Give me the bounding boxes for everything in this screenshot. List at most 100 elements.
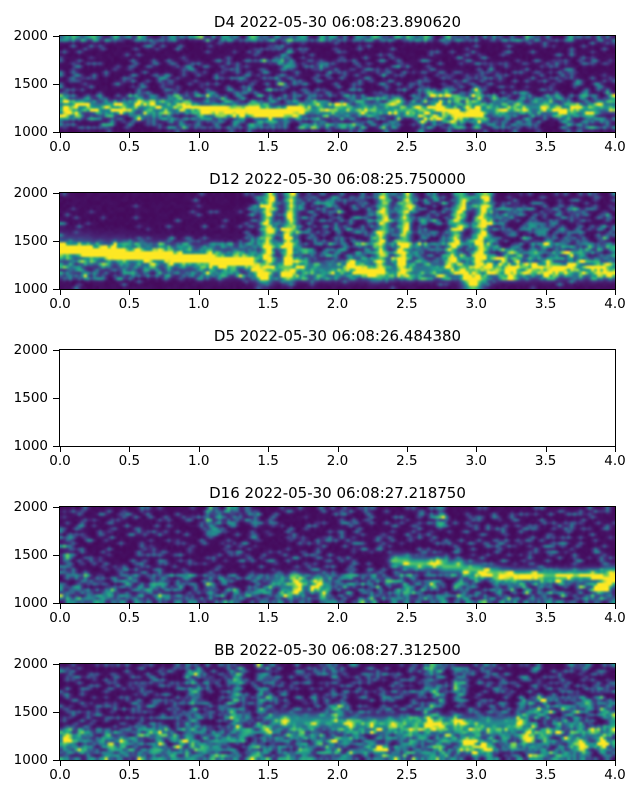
- x-tick-mark: [545, 604, 547, 609]
- x-tick-label-2.0: 2.0: [326, 610, 349, 626]
- y-tick-mark: [53, 603, 59, 604]
- x-tick-mark: [545, 761, 547, 766]
- spectrogram-image: [60, 36, 615, 132]
- x-tick-mark: [268, 447, 270, 452]
- subplot-title-D16: D16 2022-05-30 06:08:27.218750: [209, 484, 466, 502]
- x-tick-mark: [406, 761, 408, 766]
- x-tick-label-1.5: 1.5: [257, 139, 279, 155]
- x-tick-mark: [545, 290, 547, 295]
- x-tick-label-2.5: 2.5: [396, 610, 418, 626]
- x-tick-label-2.5: 2.5: [396, 139, 418, 155]
- y-tick-label-1000: 1000: [13, 124, 48, 140]
- y-tick-label-1000: 1000: [13, 281, 48, 297]
- x-tick-mark: [337, 761, 339, 766]
- y-tick-label-1000: 1000: [13, 752, 48, 768]
- x-tick-label-3.0: 3.0: [465, 453, 487, 469]
- x-tick-mark: [198, 133, 200, 138]
- x-tick-mark: [198, 290, 200, 295]
- y-tick-label-1500: 1500: [13, 233, 48, 249]
- x-tick-label-1.5: 1.5: [257, 296, 279, 312]
- x-tick-mark: [129, 290, 131, 295]
- subplot-title-D4: D4 2022-05-30 06:08:23.890620: [213, 13, 462, 31]
- x-tick-label-4.0: 4.0: [604, 610, 626, 626]
- y-tick-mark: [53, 398, 59, 399]
- x-tick-label-3.0: 3.0: [465, 296, 487, 312]
- y-tick-mark: [53, 760, 59, 761]
- x-tick-label-2.0: 2.0: [326, 139, 349, 155]
- x-tick-label-0.0: 0.0: [49, 296, 71, 312]
- x-tick-label-4.0: 4.0: [604, 453, 626, 469]
- y-tick-label-1000: 1000: [13, 595, 48, 611]
- y-tick-mark: [53, 712, 59, 713]
- y-tick-mark: [53, 507, 59, 508]
- x-tick-mark: [198, 604, 200, 609]
- x-tick-mark: [476, 290, 478, 295]
- x-tick-label-4.0: 4.0: [604, 767, 626, 783]
- y-tick-label-2000: 2000: [13, 342, 48, 358]
- x-tick-mark: [337, 447, 339, 452]
- plot-area: [59, 506, 616, 604]
- y-tick-label-1000: 1000: [13, 438, 48, 454]
- x-tick-mark: [268, 761, 270, 766]
- spectrogram-image: [60, 193, 615, 289]
- spectrogram-image: [60, 350, 615, 446]
- x-tick-mark: [337, 604, 339, 609]
- x-tick-label-1.5: 1.5: [257, 767, 279, 783]
- x-tick-label-3.5: 3.5: [534, 767, 557, 783]
- y-tick-label-1500: 1500: [13, 704, 48, 720]
- y-tick-label-2000: 2000: [13, 656, 48, 672]
- x-tick-label-0.0: 0.0: [49, 453, 71, 469]
- x-tick-mark: [545, 447, 547, 452]
- x-tick-mark: [476, 604, 478, 609]
- subplot-title-D12: D12 2022-05-30 06:08:25.750000: [209, 170, 466, 188]
- x-tick-label-1.0: 1.0: [188, 610, 210, 626]
- spectrogram-image: [60, 664, 615, 760]
- plot-area: [59, 35, 616, 133]
- x-tick-mark: [129, 133, 131, 138]
- x-tick-label-0.5: 0.5: [118, 296, 141, 312]
- x-tick-mark: [406, 133, 408, 138]
- y-tick-mark: [53, 132, 59, 133]
- x-tick-label-0.5: 0.5: [118, 453, 141, 469]
- x-tick-label-0.5: 0.5: [118, 610, 141, 626]
- x-tick-label-4.0: 4.0: [604, 296, 626, 312]
- x-tick-label-3.0: 3.0: [465, 767, 487, 783]
- x-tick-mark: [476, 133, 478, 138]
- x-tick-label-2.0: 2.0: [326, 453, 349, 469]
- y-tick-label-1500: 1500: [13, 547, 48, 563]
- x-tick-label-3.5: 3.5: [534, 296, 557, 312]
- y-tick-mark: [53, 36, 59, 37]
- x-tick-mark: [337, 133, 339, 138]
- plot-area: [59, 192, 616, 290]
- x-tick-mark: [129, 761, 131, 766]
- x-tick-label-0.0: 0.0: [49, 610, 71, 626]
- x-tick-mark: [545, 133, 547, 138]
- x-tick-label-0.5: 0.5: [118, 767, 141, 783]
- x-tick-mark: [615, 290, 616, 295]
- y-tick-mark: [53, 193, 59, 194]
- y-tick-mark: [53, 664, 59, 665]
- y-tick-mark: [53, 446, 59, 447]
- y-tick-label-2000: 2000: [13, 185, 48, 201]
- subplot-title-BB: BB 2022-05-30 06:08:27.312500: [214, 641, 461, 659]
- y-tick-label-2000: 2000: [13, 28, 48, 44]
- x-tick-label-1.0: 1.0: [188, 767, 210, 783]
- plot-area: [59, 663, 616, 761]
- y-tick-mark: [53, 241, 59, 242]
- x-tick-mark: [198, 447, 200, 452]
- x-tick-label-3.5: 3.5: [534, 453, 557, 469]
- subplot-title-D5: D5 2022-05-30 06:08:26.484380: [213, 327, 462, 345]
- x-tick-mark: [337, 290, 339, 295]
- x-tick-label-2.5: 2.5: [396, 453, 418, 469]
- x-tick-mark: [615, 447, 616, 452]
- y-tick-mark: [53, 84, 59, 85]
- x-tick-mark: [615, 761, 616, 766]
- x-tick-mark: [268, 290, 270, 295]
- x-tick-label-1.0: 1.0: [188, 296, 210, 312]
- x-tick-label-1.5: 1.5: [257, 610, 279, 626]
- x-tick-mark: [60, 447, 61, 452]
- x-tick-label-1.0: 1.0: [188, 453, 210, 469]
- x-tick-mark: [406, 290, 408, 295]
- y-tick-mark: [53, 555, 59, 556]
